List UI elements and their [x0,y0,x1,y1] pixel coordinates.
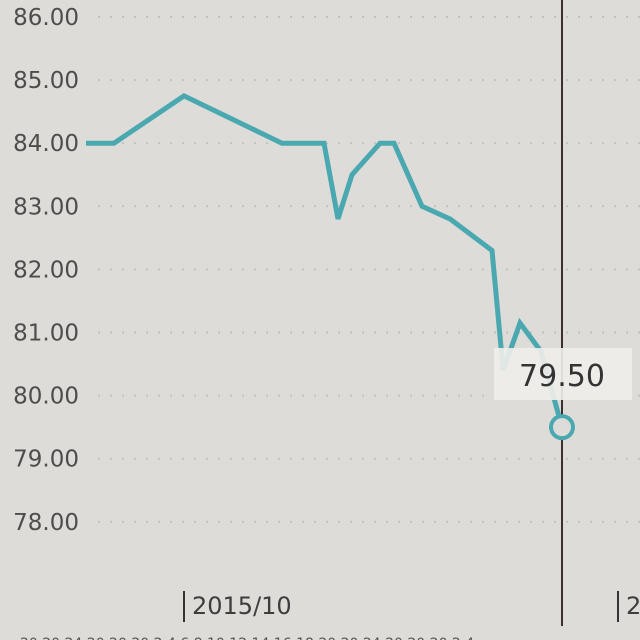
x-minor-tick-labels: 20 20 24 20 20 20 2 4 6 8 10 12 14 16 18… [20,636,474,640]
cursor-marker[interactable] [549,414,575,441]
y-tick-label: 84.00 [13,131,79,157]
y-tick-label: 82.00 [13,257,79,283]
y-tick-label: 83.00 [13,194,79,220]
y-tick-label: 79.00 [13,447,79,473]
x-tick-label: 2015/10 [192,592,292,620]
y-tick-label: 81.00 [13,321,79,347]
gridlines [98,16,640,523]
y-tick-label: 86.00 [13,5,79,31]
x-tick-label: 2 [626,592,640,620]
series-line [86,92,565,428]
y-tick-label: 78.00 [13,510,79,536]
x-axis-tick-labels: 2015/10 2 20 20 24 20 20 20 2 4 6 8 10 12 … [20,591,640,640]
y-tick-label: 85.00 [13,68,79,94]
tooltip-value: 79.50 [519,359,605,394]
y-tick-label: 80.00 [13,384,79,410]
tooltip-box [494,348,632,400]
y-axis-tick-labels: 86.00 85.00 84.00 83.00 82.00 81.00 80.00 79.00… [13,5,79,536]
series-layer [86,92,565,428]
crosshair-cursor[interactable]: 79.50 [494,0,632,626]
